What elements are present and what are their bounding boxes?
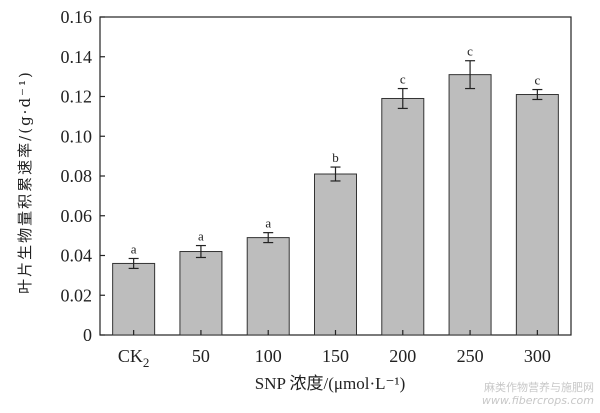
x-axis-title: SNP 浓度/(μmol·L⁻¹) xyxy=(255,374,406,393)
x-tick-label: 250 xyxy=(457,346,484,366)
x-tick-label: 100 xyxy=(255,346,282,366)
y-tick-label: 0 xyxy=(83,325,92,345)
significance-label: c xyxy=(534,73,540,88)
significance-label: a xyxy=(131,241,137,256)
y-tick-label: 0.14 xyxy=(61,47,93,67)
y-axis-title: 叶片生物量积累速率/(g·d⁻¹) xyxy=(16,70,34,294)
bar-100 xyxy=(246,237,290,336)
significance-label: b xyxy=(332,150,339,165)
x-tick-label: 150 xyxy=(322,346,349,366)
bar-ck xyxy=(112,262,156,336)
significance-label: c xyxy=(400,72,406,87)
bar-250 xyxy=(448,74,492,336)
x-tick-label: 50 xyxy=(192,346,210,366)
x-tick-subscript: 2 xyxy=(143,355,150,370)
bar-200 xyxy=(381,97,425,336)
watermark-site-name: 麻类作物营养与施肥网 xyxy=(484,381,594,394)
y-tick-label: 0.16 xyxy=(61,7,93,27)
significance-label: c xyxy=(467,44,473,59)
y-tick-label: 0.04 xyxy=(61,246,93,266)
watermark: 麻类作物营养与施肥网 www.fibercrops.com xyxy=(482,381,594,407)
y-tick-label: 0.12 xyxy=(61,87,93,107)
x-tick-label: 300 xyxy=(524,346,551,366)
bar-50 xyxy=(179,251,223,336)
y-tick-label: 0.06 xyxy=(61,206,93,226)
plot-area: 0 0.02 0.04 0.06 0.08 0.10 0.12 0.14 0.16 a CK2 a 50… xyxy=(61,7,572,370)
watermark-url: www.fibercrops.com xyxy=(481,394,594,407)
y-tick-label: 0.02 xyxy=(61,285,93,305)
bar-150 xyxy=(314,173,357,336)
significance-label: a xyxy=(265,216,271,231)
significance-label: a xyxy=(198,229,204,244)
bar-300 xyxy=(515,94,559,336)
x-tick-label: CK2 xyxy=(118,346,150,370)
y-tick-label: 0.08 xyxy=(61,166,93,186)
y-tick-label: 0.10 xyxy=(61,126,93,146)
x-tick-label: 200 xyxy=(389,346,416,366)
